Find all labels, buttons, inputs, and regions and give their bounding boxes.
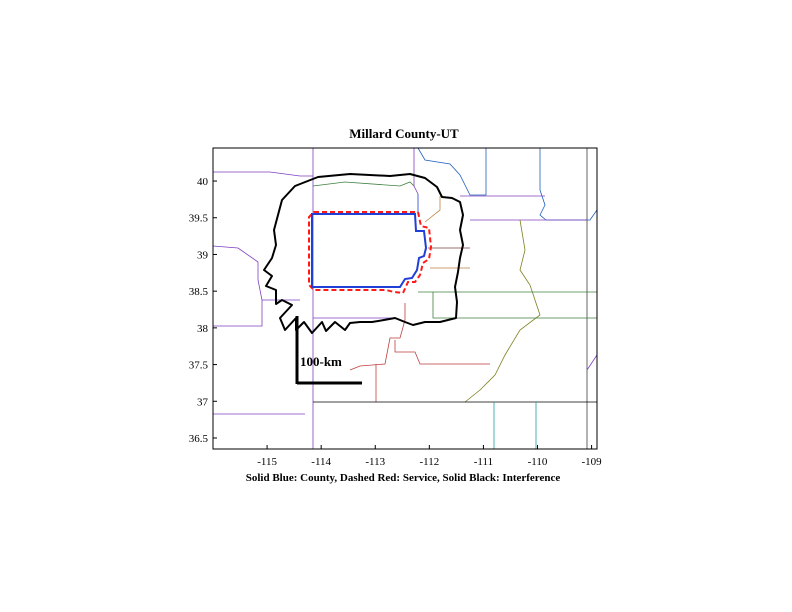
map-caption: Solid Blue: County, Dashed Red: Service,…	[246, 472, 561, 484]
y-tick-label: 37	[197, 396, 209, 408]
y-tick-label: 37.5	[189, 360, 209, 372]
scale-bar: 100-km	[295, 316, 362, 385]
county-boundary	[311, 213, 428, 288]
x-tick-label: -115	[257, 456, 277, 468]
x-tick-label: -114	[311, 456, 331, 468]
map-title: Millard County-UT	[349, 126, 459, 141]
y-tick-label: 38.5	[189, 286, 209, 298]
scale-bar-label: 100-km	[300, 354, 342, 369]
x-tick-label: -113	[365, 456, 385, 468]
x-axis: -115 -114 -113 -112 -111 -110 -109	[257, 445, 602, 468]
interference-contour	[263, 173, 464, 334]
y-tick-label: 39	[197, 249, 209, 261]
y-axis: 40 39.5 39 38.5 38 37.5 37 36.5	[189, 176, 217, 445]
x-tick-label: -110	[528, 456, 548, 468]
y-tick-label: 36.5	[189, 433, 209, 445]
map-area: 100-km	[212, 147, 598, 450]
y-tick-label: 40	[197, 176, 209, 188]
x-tick-label: -109	[582, 456, 603, 468]
x-tick-label: -111	[474, 456, 493, 468]
y-tick-label: 38	[197, 323, 209, 335]
x-tick-label: -112	[419, 456, 439, 468]
y-tick-label: 39.5	[189, 213, 209, 225]
service-contour	[308, 211, 433, 295]
